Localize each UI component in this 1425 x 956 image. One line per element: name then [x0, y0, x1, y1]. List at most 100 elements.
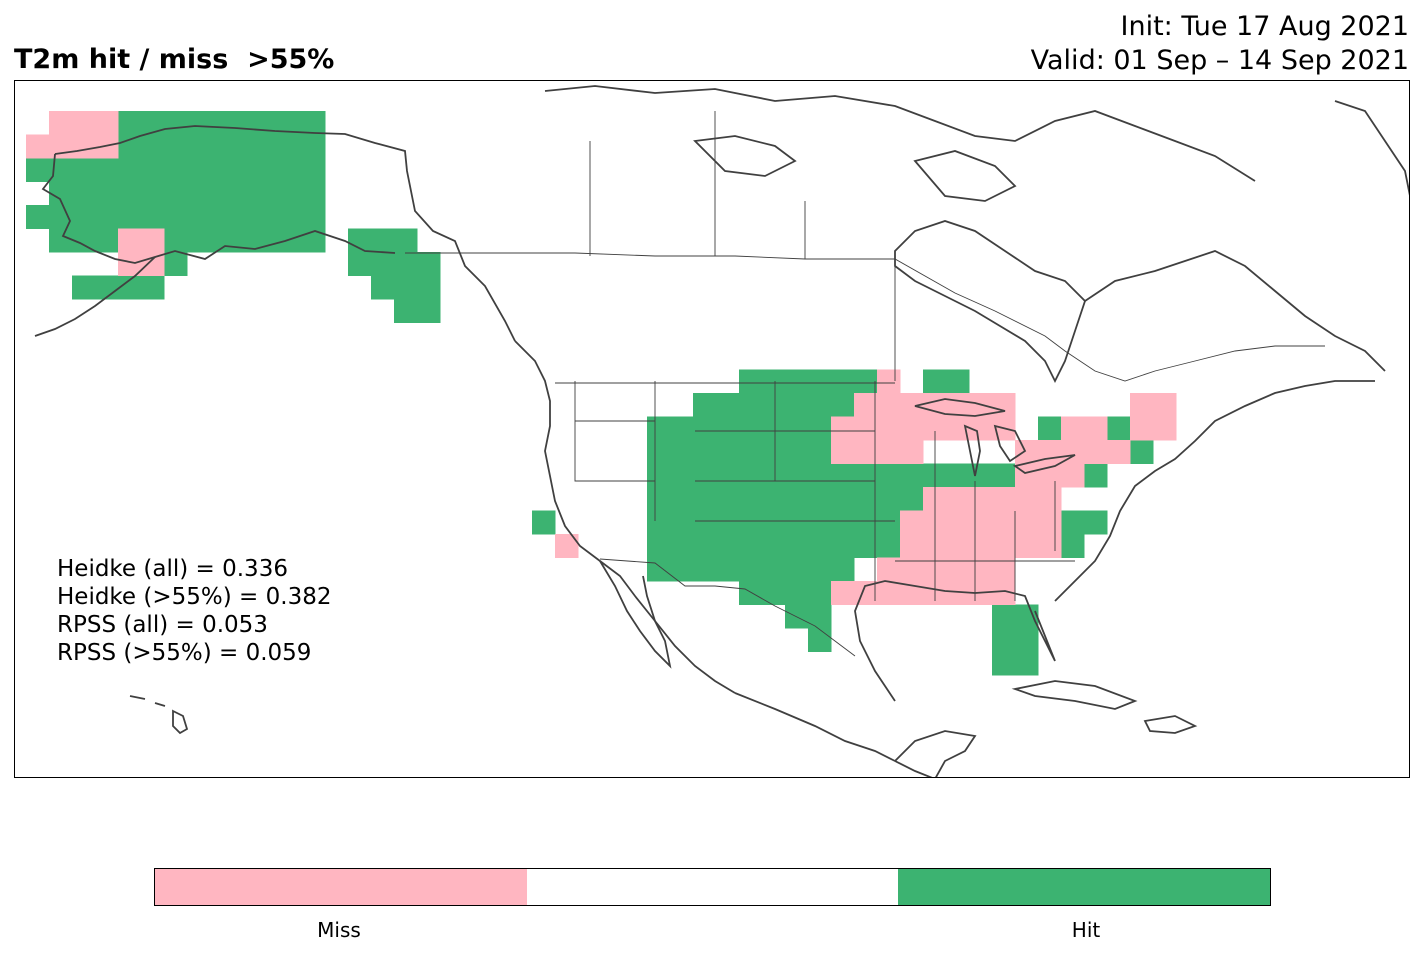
- hit-cell: [256, 111, 280, 135]
- hit-cell: [716, 510, 740, 535]
- map-title: T2m hit / miss >55%: [14, 44, 335, 75]
- hit-cell: [739, 416, 763, 441]
- hit-cell: [831, 557, 855, 582]
- hit-cell: [670, 510, 694, 535]
- hit-cell: [785, 369, 809, 394]
- hit-cell: [693, 440, 717, 464]
- hit-cell: [831, 510, 855, 535]
- hit-cell: [1061, 534, 1085, 558]
- colorbar-miss-segment: [155, 869, 527, 905]
- hit-cell: [716, 487, 740, 511]
- hit-cell: [371, 228, 395, 253]
- hit-cell: [118, 181, 142, 206]
- hit-cell: [187, 158, 211, 182]
- border-states-b: [874, 381, 1075, 601]
- hit-cell: [302, 205, 326, 229]
- hit-cell: [371, 275, 395, 300]
- hit-cell: [808, 534, 832, 558]
- hit-cell: [256, 158, 280, 182]
- stat-line: Heidke (all) = 0.336: [57, 556, 288, 582]
- hit-cell: [739, 581, 763, 605]
- hit-cell: [532, 510, 556, 535]
- hit-cell: [762, 463, 786, 488]
- hit-cell: [417, 252, 441, 276]
- miss-cell: [1153, 393, 1177, 417]
- hit-cell: [210, 158, 234, 182]
- hit-cell: [831, 393, 855, 417]
- hit-cell: [785, 487, 809, 511]
- hit-cell: [233, 134, 257, 159]
- hit-cell: [992, 604, 1016, 629]
- hit-cell: [647, 463, 671, 488]
- hit-cell: [831, 463, 855, 488]
- coast-pacific: [514, 340, 736, 694]
- hit-cell: [141, 111, 165, 135]
- hit-cell: [716, 416, 740, 441]
- hit-cell: [808, 604, 832, 629]
- hit-cell: [49, 158, 73, 182]
- hit-cell: [1061, 510, 1085, 535]
- hit-cell: [118, 111, 142, 135]
- miss-cell: [141, 228, 165, 253]
- hit-cell: [1084, 510, 1108, 535]
- valid-range: Valid: 01 Sep – 14 Sep 2021: [1030, 45, 1409, 76]
- hit-cell: [854, 463, 878, 488]
- hit-cell: [693, 557, 717, 582]
- hit-cell: [164, 158, 188, 182]
- hit-cell: [992, 628, 1016, 652]
- hit-cell: [693, 393, 717, 417]
- hit-cell: [693, 487, 717, 511]
- miss-cell: [1153, 416, 1177, 441]
- coast-hawaii: [129, 695, 189, 735]
- coast-hispaniola: [1143, 715, 1198, 734]
- hit-cell: [1015, 604, 1039, 629]
- hit-cell: [118, 275, 142, 300]
- miss-cell: [877, 416, 901, 441]
- miss-cell: [992, 581, 1016, 605]
- map-panel: [14, 80, 1410, 778]
- hit-cell: [693, 510, 717, 535]
- hit-cell: [716, 557, 740, 582]
- hit-cell: [808, 628, 832, 652]
- hit-cell: [302, 111, 326, 135]
- hit-cell: [739, 534, 763, 558]
- hit-cell: [923, 369, 947, 394]
- colorbar-hit-segment: [898, 869, 1271, 905]
- hit-cell: [785, 557, 809, 582]
- hit-cell: [302, 228, 326, 253]
- miss-cell: [49, 111, 73, 135]
- hit-cell: [716, 534, 740, 558]
- miss-cell: [992, 487, 1016, 511]
- miss-cell: [118, 252, 142, 276]
- miss-cell: [854, 440, 878, 464]
- hit-cell: [141, 158, 165, 182]
- hit-cell: [762, 581, 786, 605]
- hit-cell: [256, 205, 280, 229]
- hit-cell: [279, 158, 303, 182]
- hit-cell: [348, 228, 372, 253]
- hit-cell: [946, 369, 970, 394]
- miss-cell: [1130, 393, 1154, 417]
- hit-cell: [762, 393, 786, 417]
- hit-cell: [49, 228, 73, 253]
- colorbar-neutral-segment: [526, 869, 899, 905]
- hit-cell: [164, 205, 188, 229]
- hit-cell: [785, 440, 809, 464]
- hit-cell: [877, 487, 901, 511]
- hit-cell: [831, 534, 855, 558]
- hit-cell: [647, 510, 671, 535]
- hit-cell: [49, 205, 73, 229]
- miss-cell: [1130, 416, 1154, 441]
- miss-cell: [555, 534, 579, 558]
- hit-cell: [808, 557, 832, 582]
- hit-cell: [808, 440, 832, 464]
- hit-cell: [187, 134, 211, 159]
- hit-cell: [49, 181, 73, 206]
- miss-cell: [1015, 463, 1039, 488]
- hit-cell: [946, 463, 970, 488]
- hit-cell: [900, 487, 924, 511]
- colorbar-label-miss: Miss: [317, 918, 361, 942]
- hit-cell: [1107, 416, 1131, 441]
- hit-cell: [394, 252, 418, 276]
- hit-cell: [1084, 463, 1108, 488]
